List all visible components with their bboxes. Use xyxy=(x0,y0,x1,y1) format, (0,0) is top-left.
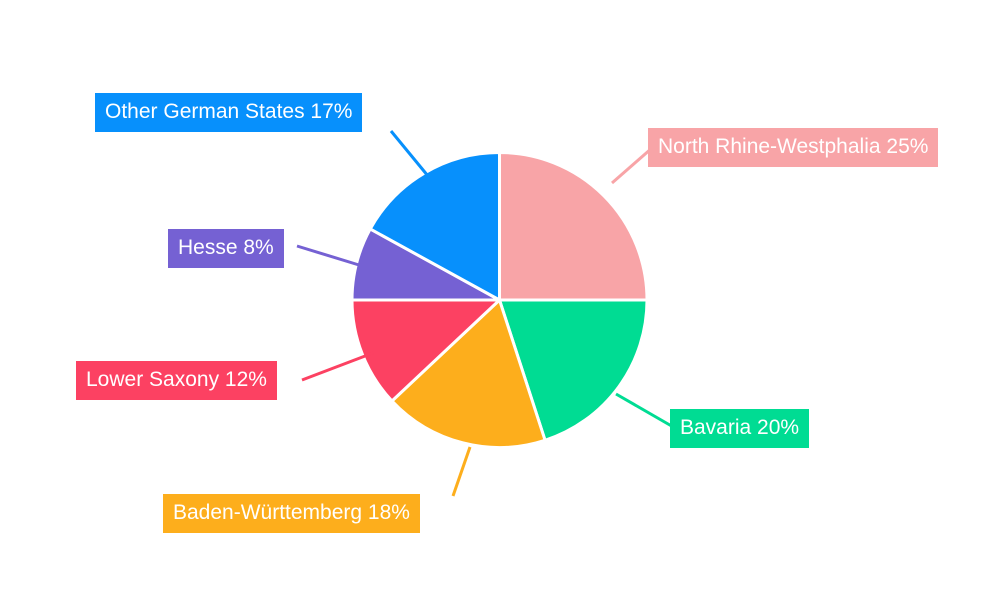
pie-label-north-rhine-westphalia[interactable]: North Rhine-Westphalia 25% xyxy=(648,128,939,167)
pie-label-other-german-states[interactable]: Other German States 17% xyxy=(95,93,363,132)
pie-label-lower-saxony[interactable]: Lower Saxony 12% xyxy=(76,361,277,400)
pie-label-hesse[interactable]: Hesse 8% xyxy=(168,229,284,268)
pie-wedge-group xyxy=(350,151,649,449)
pie-slice-north-rhine-westphalia[interactable] xyxy=(498,151,649,302)
pie-label-bavaria[interactable]: Bavaria 20% xyxy=(670,409,810,448)
pie-label-baden-wuerttemberg[interactable]: Baden-Württemberg 18% xyxy=(163,494,420,533)
pie-slice-baden-wuerttemberg[interactable] xyxy=(390,298,547,449)
pie-slice-bavaria[interactable] xyxy=(498,298,649,442)
